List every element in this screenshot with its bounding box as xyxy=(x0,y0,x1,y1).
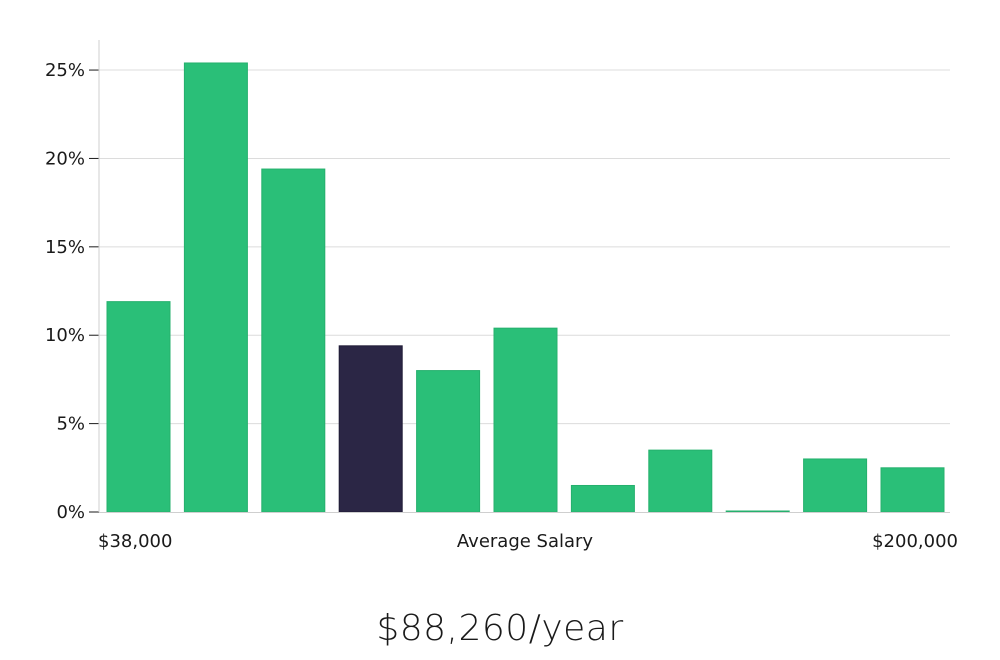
y-axis-ticks: 0% 5% 10% 15% 20% 25% xyxy=(45,60,99,523)
y-tick-label: 25% xyxy=(45,60,85,81)
x-axis-title: Average Salary xyxy=(457,531,594,552)
y-tick-label: 0% xyxy=(56,502,85,523)
bar xyxy=(106,301,171,513)
bar-highlighted xyxy=(338,345,403,513)
salary-histogram: 0%5%10%15%20%25% $38,000 Average Salary … xyxy=(45,40,958,552)
y-tick-label: 20% xyxy=(45,148,85,169)
x-start-label: $38,000 xyxy=(98,531,172,552)
x-end-label: $200,000 xyxy=(872,531,958,552)
bar xyxy=(416,370,481,513)
y-tick-label: 5% xyxy=(56,414,85,435)
bars xyxy=(106,62,945,513)
bar xyxy=(803,458,868,513)
bar xyxy=(261,168,326,513)
bar xyxy=(880,467,945,513)
bar xyxy=(570,484,635,513)
bar xyxy=(493,327,558,513)
bar xyxy=(648,449,713,513)
bar xyxy=(183,62,248,513)
bar xyxy=(725,510,790,513)
y-tick-label: 15% xyxy=(45,237,85,258)
y-tick-label: 10% xyxy=(45,325,85,346)
average-salary-value: $88,260/year xyxy=(376,608,624,649)
